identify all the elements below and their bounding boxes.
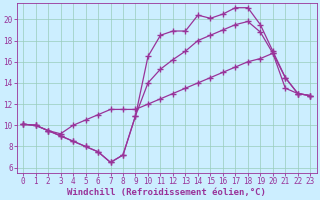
X-axis label: Windchill (Refroidissement éolien,°C): Windchill (Refroidissement éolien,°C)	[67, 188, 266, 197]
